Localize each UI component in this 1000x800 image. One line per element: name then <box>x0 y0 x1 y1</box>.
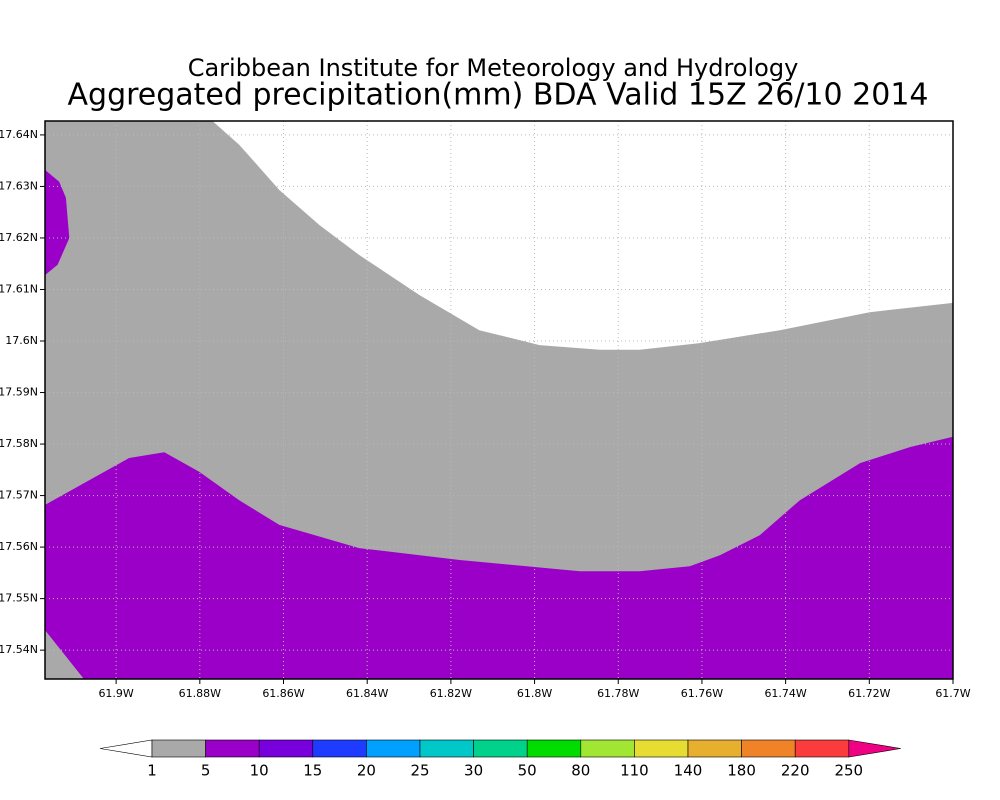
colorbar-segment <box>580 739 635 758</box>
colorbar-segment <box>366 739 421 758</box>
colorbar-label: 10 <box>250 762 269 780</box>
colorbar-label: 50 <box>518 762 537 780</box>
y-tick-label: 17.62N <box>0 231 38 244</box>
y-tick-label: 17.64N <box>0 128 38 141</box>
colorbar-arrow <box>99 739 153 758</box>
x-tick-label: 61.76W <box>681 687 723 700</box>
y-tick-label: 17.57N <box>0 489 38 502</box>
colorbar-label: 80 <box>571 762 590 780</box>
colorbar-segment <box>741 739 796 758</box>
colorbar-segment <box>151 739 206 758</box>
colorbar-label: 140 <box>674 762 703 780</box>
x-tick-label: 61.9W <box>98 687 133 700</box>
colorbar-label: 180 <box>727 762 756 780</box>
x-tick-label: 61.7W <box>935 687 970 700</box>
x-tick-label: 61.84W <box>346 687 388 700</box>
y-tick-label: 17.59N <box>0 386 38 399</box>
colorbar-segment <box>794 739 850 758</box>
y-tick-label: 17.56N <box>0 540 38 553</box>
colorbar-label: 15 <box>303 762 322 780</box>
chart-title: Caribbean Institute for Meteorology and … <box>188 54 799 82</box>
x-tick-label: 61.72W <box>848 687 890 700</box>
contour-region <box>45 169 70 276</box>
colorbar-arrow <box>848 739 901 758</box>
plot-area: 61.9W 61.88W 61.86W 61.84W 61.82W 61.8W 61.78W… <box>0 120 971 700</box>
plot-frame <box>44 120 954 680</box>
chart-subtitle: Aggregated precipitation(mm) BDA Valid 1… <box>68 78 929 113</box>
y-tick-label: 17.55N <box>0 592 38 605</box>
colorbar-label: 30 <box>464 762 483 780</box>
x-tick-label: 61.88W <box>179 687 221 700</box>
y-tick-label: 17.63N <box>0 179 38 192</box>
colorbar-segment <box>634 739 689 758</box>
colorbar-label: 20 <box>357 762 376 780</box>
colorbar-label: 250 <box>834 762 863 780</box>
y-tick-label: 17.61N <box>0 282 38 295</box>
x-tick-label: 61.86W <box>262 687 304 700</box>
x-tick-label: 61.78W <box>597 687 639 700</box>
colorbar-segment <box>205 739 260 758</box>
contour-region <box>45 436 953 679</box>
colorbar-segment <box>687 739 742 758</box>
colorbar-segment <box>258 739 314 758</box>
y-tick-label: 17.6N <box>5 334 38 347</box>
x-tick-label: 61.74W <box>764 687 806 700</box>
colorbar-label: 110 <box>620 762 649 780</box>
colorbar-segment <box>312 739 367 758</box>
colorbar-label: 25 <box>410 762 429 780</box>
colorbar-segment <box>526 739 582 758</box>
colorbar: 1 5 10 15 20 25 30 50 80 110 140 180 220 250 <box>99 739 901 780</box>
y-tick-label: 17.54N <box>0 643 38 656</box>
colorbar-label: 220 <box>781 762 810 780</box>
colorbar-label: 1 <box>147 762 157 780</box>
x-tick-label: 61.82W <box>430 687 472 700</box>
colorbar-label: 5 <box>201 762 211 780</box>
colorbar-segment <box>419 739 474 758</box>
colorbar-segment <box>473 739 528 758</box>
x-tick-label: 61.8W <box>517 687 552 700</box>
y-tick-label: 17.58N <box>0 437 38 450</box>
